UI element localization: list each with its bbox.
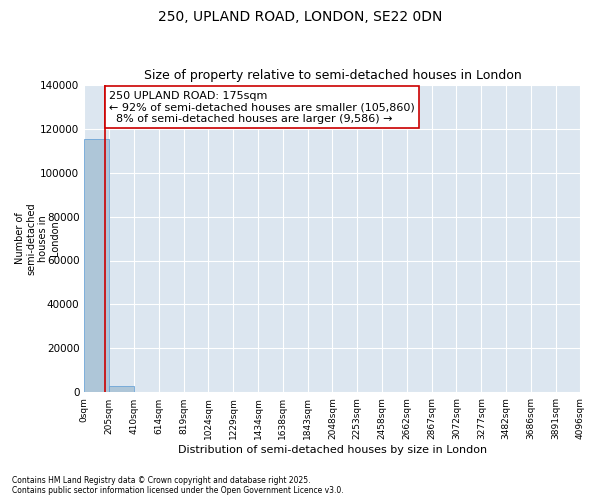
- Y-axis label: Number of
semi-detached
houses in
London: Number of semi-detached houses in London: [15, 202, 60, 275]
- Bar: [84, 138, 109, 392]
- X-axis label: Distribution of semi-detached houses by size in London: Distribution of semi-detached houses by …: [178, 445, 487, 455]
- Text: 250, UPLAND ROAD, LONDON, SE22 0DN: 250, UPLAND ROAD, LONDON, SE22 0DN: [158, 10, 442, 24]
- Text: Contains HM Land Registry data © Crown copyright and database right 2025.
Contai: Contains HM Land Registry data © Crown c…: [12, 476, 344, 495]
- Text: 250 UPLAND ROAD: 175sqm
← 92% of semi-detached houses are smaller (105,860)
  8%: 250 UPLAND ROAD: 175sqm ← 92% of semi-de…: [109, 90, 415, 124]
- Title: Size of property relative to semi-detached houses in London: Size of property relative to semi-detach…: [143, 69, 521, 82]
- Bar: [109, 386, 134, 392]
